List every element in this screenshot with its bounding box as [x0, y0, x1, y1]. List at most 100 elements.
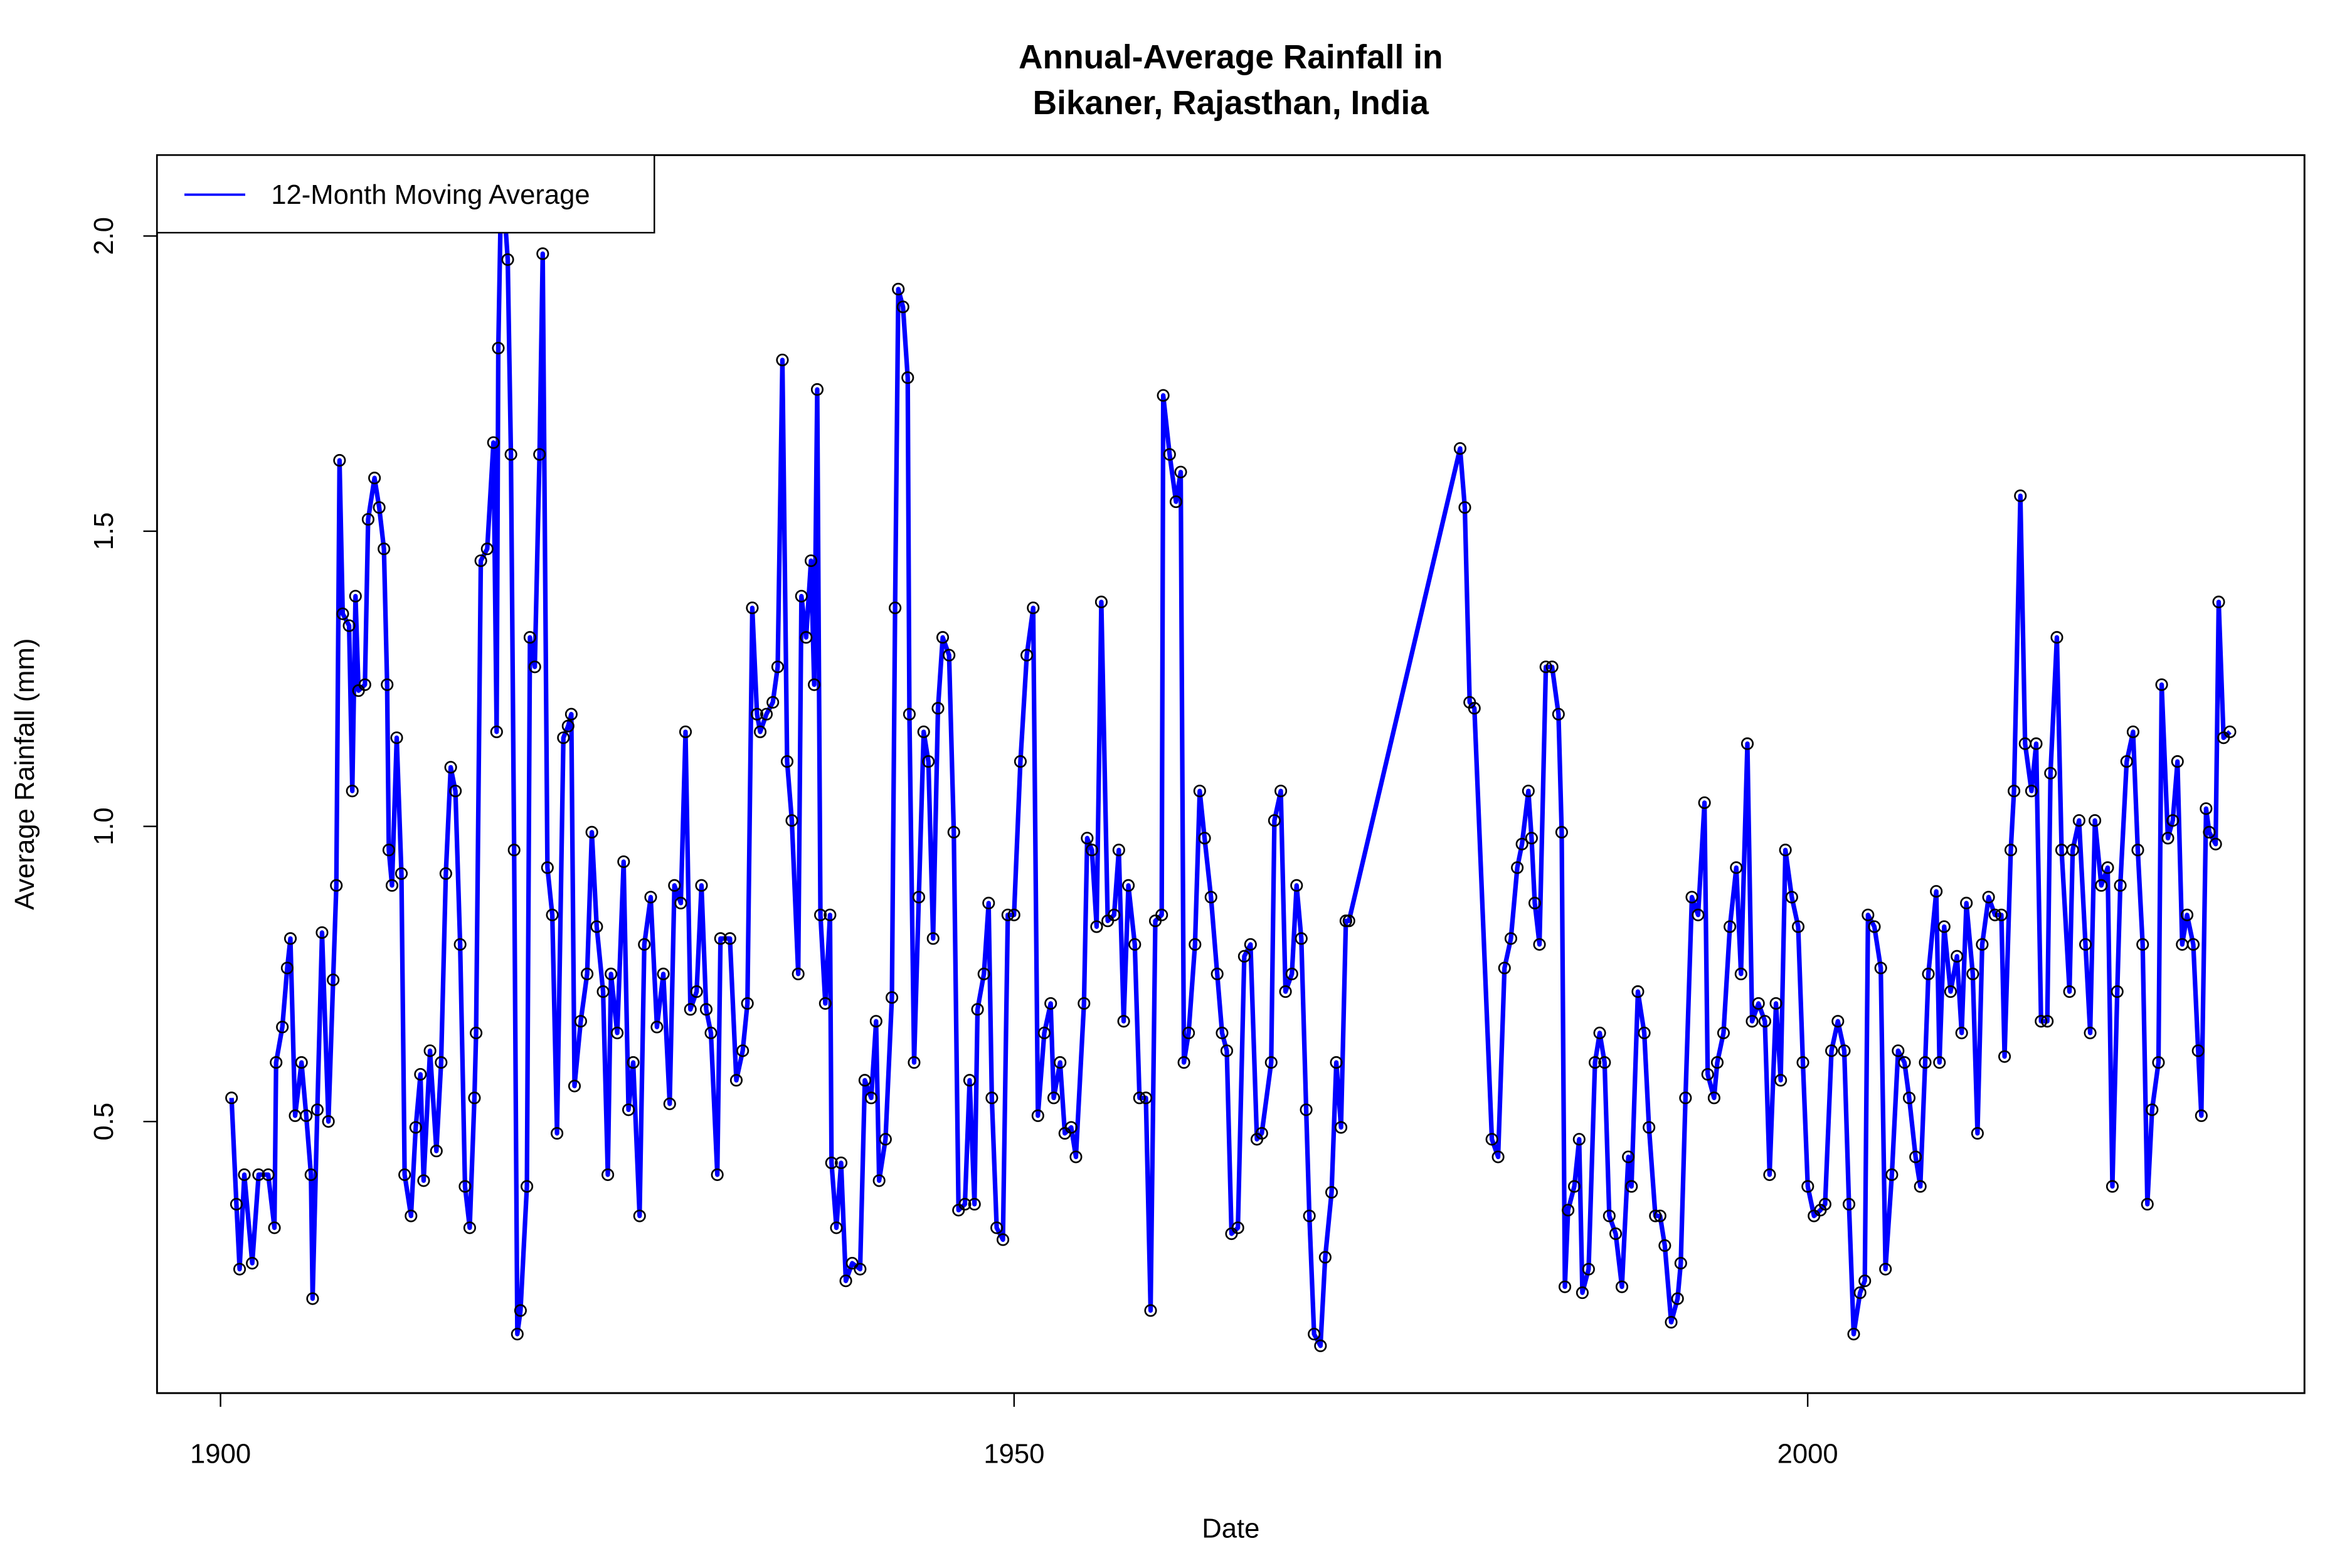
data-point: [2146, 1103, 2159, 1116]
data-point: [1064, 1121, 1078, 1134]
data-point: [1933, 1056, 1946, 1069]
data-point: [1244, 938, 1257, 951]
data-point: [2101, 861, 2114, 874]
data-point: [230, 1197, 243, 1211]
data-point: [2095, 879, 2108, 892]
data-point: [633, 1209, 646, 1222]
data-point: [808, 678, 821, 691]
data-point: [903, 707, 916, 721]
data-point: [896, 300, 909, 314]
data-point: [674, 896, 687, 909]
data-point: [2072, 814, 2085, 827]
data-point: [1791, 920, 1805, 933]
data-point: [1144, 1304, 1157, 1317]
data-point: [1825, 1044, 1838, 1057]
data-point: [1163, 448, 1176, 461]
x-axis: 1900 1950 2000: [190, 1392, 1838, 1470]
data-point: [1692, 908, 1705, 921]
data-point: [1847, 1327, 1860, 1341]
data-point: [1707, 1091, 1720, 1104]
data-point: [605, 967, 618, 980]
data-point: [276, 1020, 289, 1034]
data-point: [1774, 1074, 1788, 1087]
data-point: [947, 825, 960, 839]
data-point: [564, 707, 578, 721]
data-point: [453, 938, 467, 951]
data-point: [306, 1292, 319, 1305]
data-point: [528, 660, 541, 674]
data-point: [723, 932, 736, 945]
data-point: [361, 513, 374, 526]
data-point: [2141, 1197, 2154, 1211]
data-point: [439, 867, 452, 880]
data-point: [2152, 1056, 2165, 1069]
data-point: [300, 1109, 313, 1122]
data-point: [514, 1304, 527, 1317]
data-point: [2050, 631, 2063, 644]
data-point: [1930, 885, 1943, 898]
data-point: [283, 932, 297, 945]
data-point: [246, 1257, 259, 1270]
data-point: [1944, 985, 1957, 999]
data-point: [1268, 814, 1281, 827]
data-point: [766, 696, 780, 709]
data-point: [1701, 1067, 1714, 1081]
data-point: [2079, 938, 2092, 951]
data-point: [985, 1091, 999, 1104]
data-point: [1295, 932, 1308, 945]
data-point: [546, 908, 559, 921]
data-point: [2063, 985, 2076, 999]
data-point: [1054, 1056, 1067, 1069]
data-point: [2041, 1015, 2054, 1028]
data-point: [1801, 1180, 1814, 1193]
data-point: [1631, 985, 1645, 999]
data-point: [968, 1197, 981, 1211]
data-point: [1572, 1133, 1586, 1146]
data-point: [349, 590, 362, 603]
data-point: [1609, 1227, 1623, 1241]
data-point: [322, 1115, 335, 1128]
data-point: [1274, 785, 1288, 798]
data-point: [2180, 908, 2194, 921]
data-point: [795, 590, 808, 603]
data-point: [889, 601, 902, 615]
data-point: [435, 1056, 448, 1069]
data-point: [1740, 737, 1754, 750]
data-point: [533, 448, 546, 461]
data-point: [523, 631, 536, 644]
data-point: [746, 601, 759, 615]
data-point: [865, 1091, 878, 1104]
data-point: [2155, 678, 2168, 691]
data-point: [1498, 961, 1511, 975]
data-point: [2203, 825, 2216, 839]
data-point: [1951, 950, 1964, 963]
data-point: [958, 1197, 972, 1211]
data-point: [390, 731, 403, 744]
data-point: [704, 1026, 718, 1040]
data-point: [1325, 1186, 1338, 1199]
data-point: [1231, 1221, 1244, 1234]
data-point: [668, 879, 681, 892]
data-point: [2089, 814, 2102, 827]
data-point: [627, 1056, 640, 1069]
data-point: [1014, 755, 1027, 768]
data-point: [1314, 1339, 1327, 1352]
data-point: [753, 725, 767, 738]
data-point: [1643, 1121, 1656, 1134]
data-point: [1342, 914, 1355, 928]
data-point: [1914, 1180, 1927, 1193]
y-tick-label: 0.5: [88, 1103, 119, 1141]
data-point: [872, 1174, 886, 1187]
data-point: [2200, 802, 2213, 815]
data-point: [760, 707, 773, 721]
data-point: [1220, 1044, 1234, 1057]
data-point: [1157, 389, 1170, 402]
data-point: [1862, 908, 1875, 921]
data-point: [1734, 967, 1747, 980]
data-point: [398, 1168, 411, 1182]
data-point: [1485, 1133, 1498, 1146]
data-point: [1318, 1251, 1332, 1264]
data-point: [824, 908, 837, 921]
data-point: [2212, 595, 2225, 608]
